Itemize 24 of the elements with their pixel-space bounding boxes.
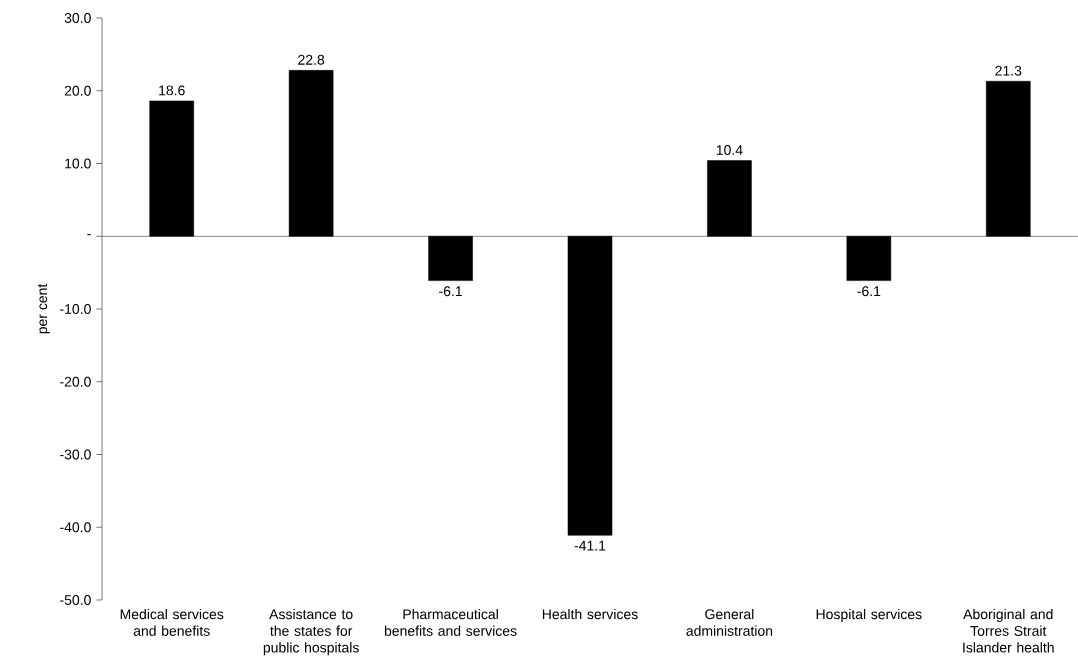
- data-label: 10.4: [716, 145, 743, 155]
- y-tick-label: 10.0: [65, 158, 91, 169]
- y-tick-label: -20.0: [60, 376, 91, 387]
- y-tick-label: -40.0: [60, 522, 91, 533]
- data-label: -6.1: [439, 286, 462, 297]
- y-tick-label: -10.0: [60, 304, 91, 314]
- x-tick-label: Medical services and benefits: [120, 608, 224, 636]
- data-label: 18.6: [159, 85, 185, 96]
- x-tick-label: General administration: [686, 608, 773, 636]
- x-tick-label: Assistance to the states for public hospitals: [263, 608, 359, 656]
- data-label: 21.3: [995, 65, 1022, 76]
- x-tick-label: Aboriginal and Torres Strait Islander health: [963, 608, 1054, 653]
- y-tick-label: -30.0: [60, 449, 91, 460]
- data-label: -41.1: [574, 540, 606, 551]
- y-tick-label: -50.0: [60, 595, 91, 605]
- x-tick-label: Hospital services: [816, 608, 922, 622]
- y-tick-label: -: [87, 234, 91, 236]
- x-tick-label: Pharmaceutical benefits and services: [384, 608, 517, 636]
- data-label: 22.8: [298, 54, 325, 65]
- x-tick-label: Health services: [542, 608, 638, 620]
- data-label: -6.1: [857, 286, 881, 297]
- y-tick-label: 20.0: [64, 85, 91, 96]
- y-tick-label: 30.0: [64, 13, 91, 23]
- y-axis-title: per cent: [37, 283, 50, 334]
